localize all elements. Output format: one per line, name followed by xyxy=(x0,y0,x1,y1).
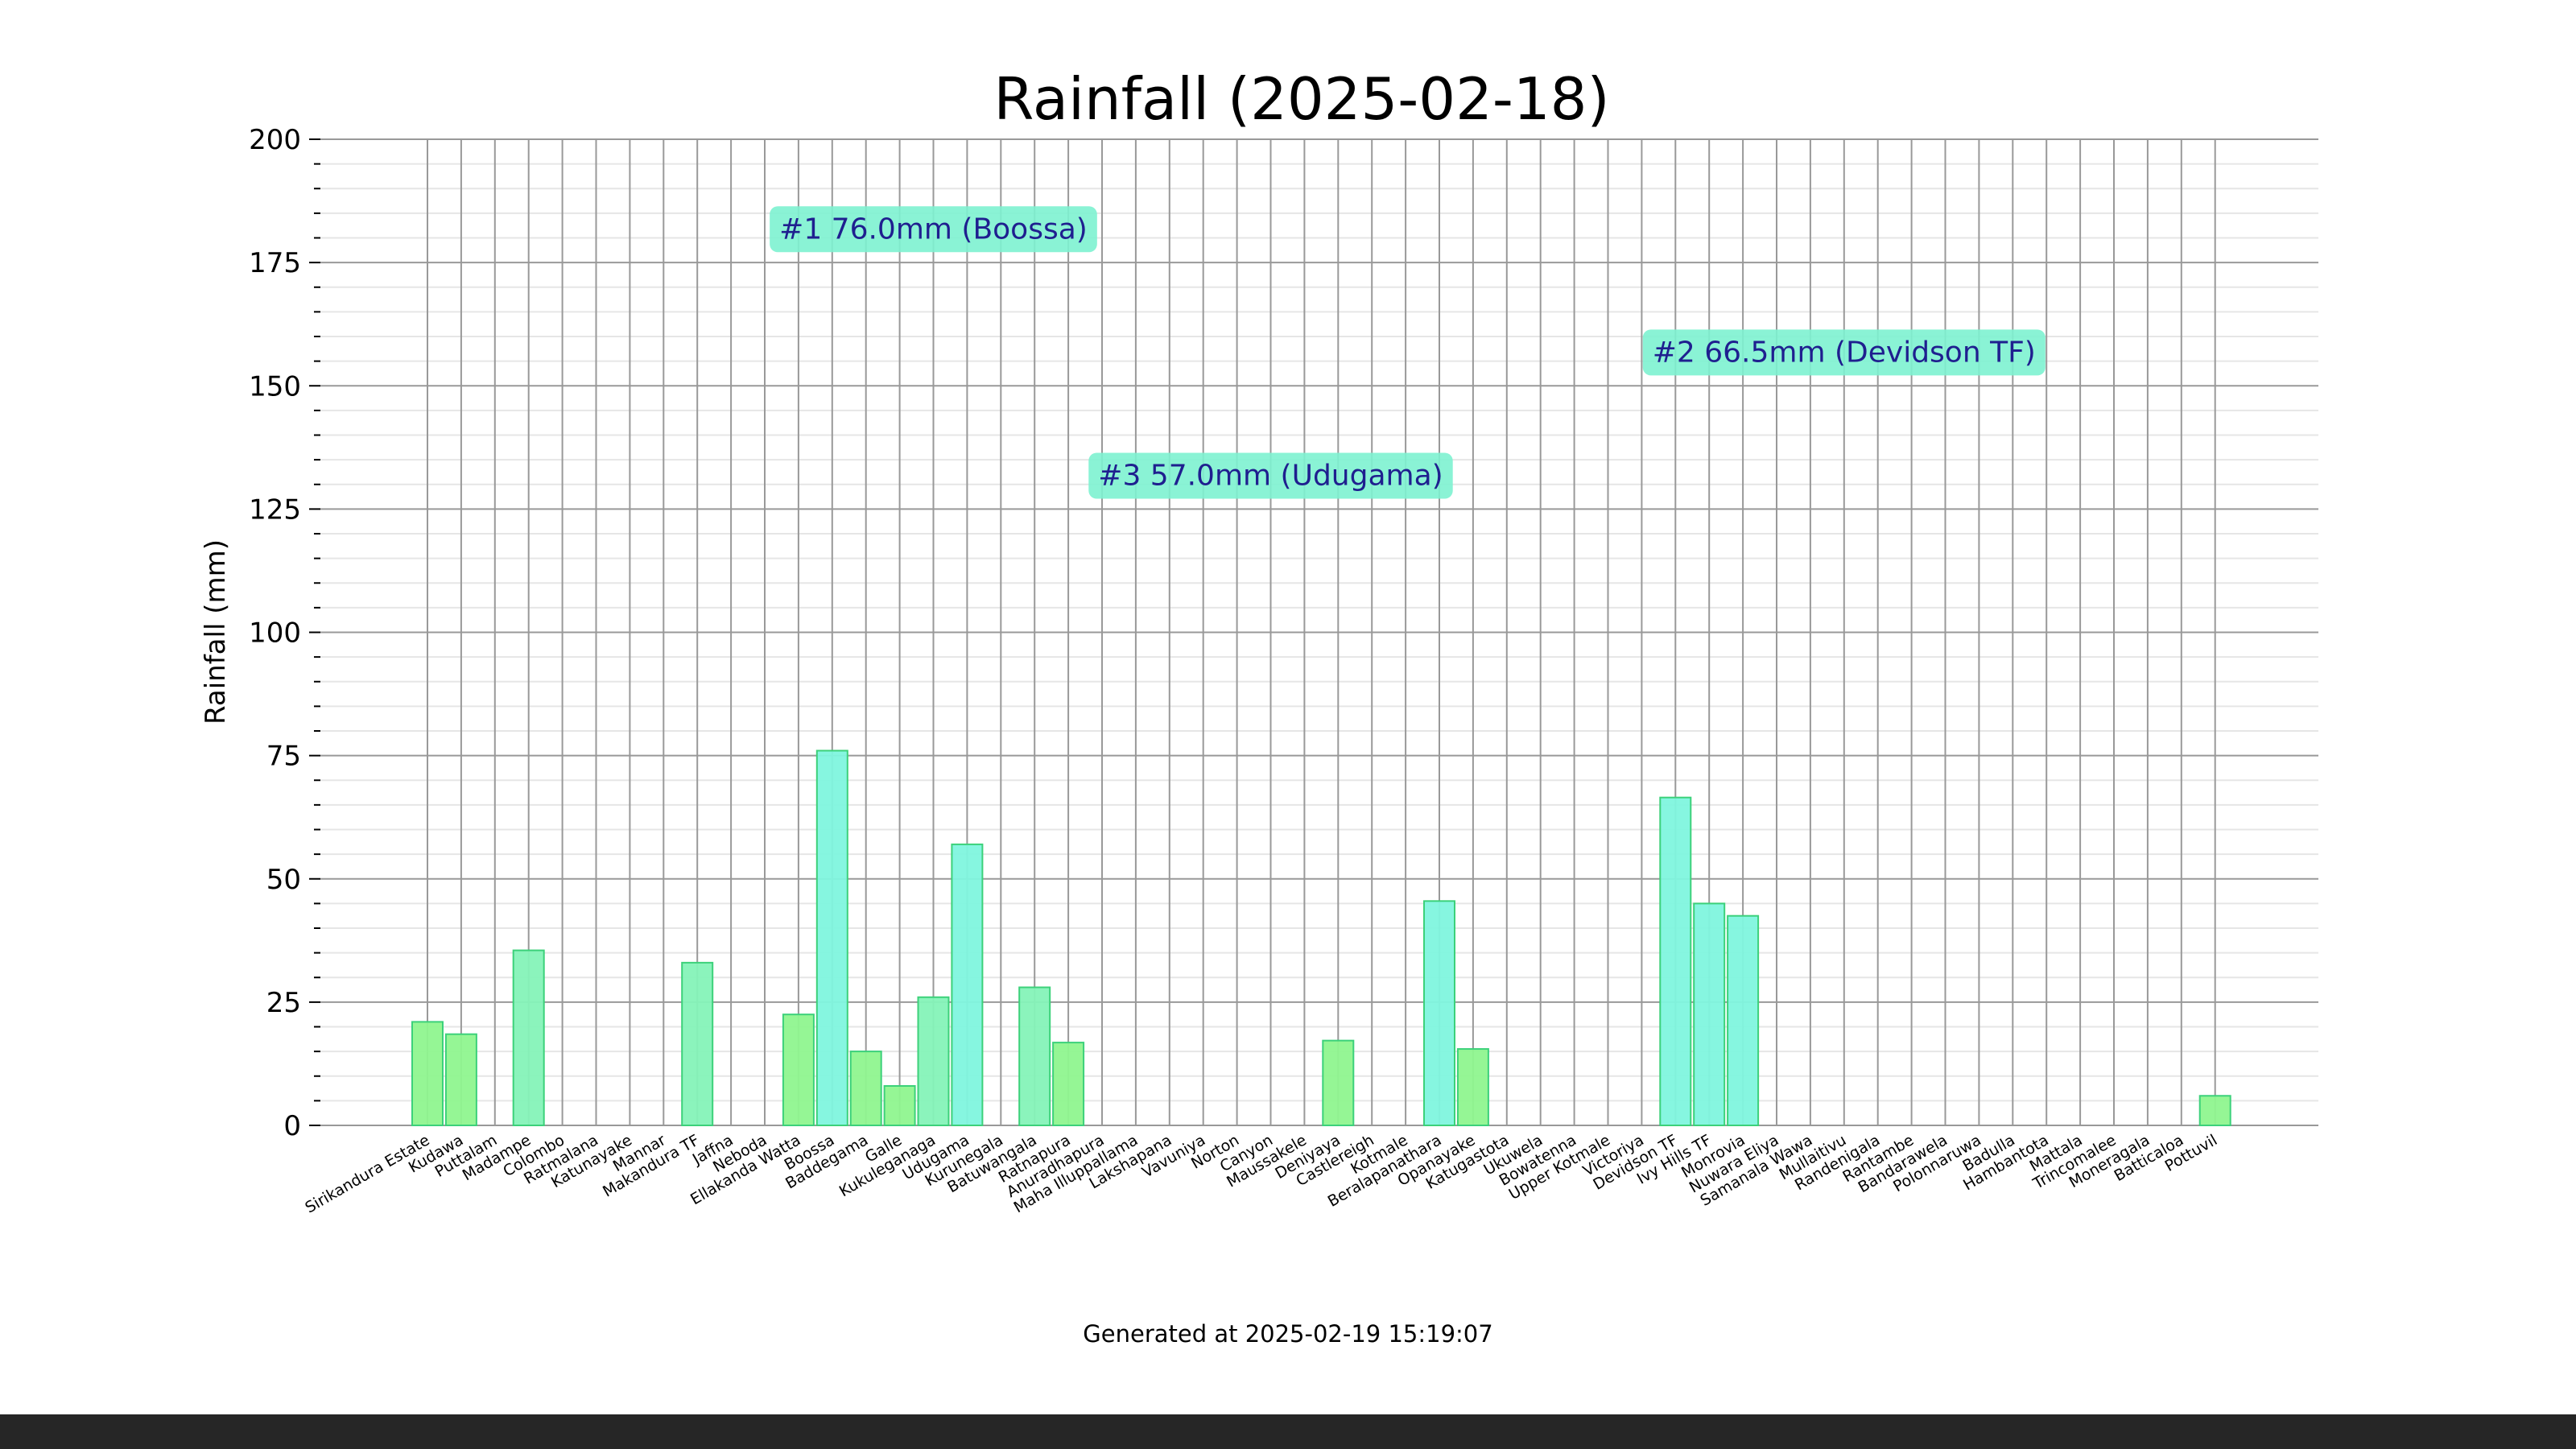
bar-kukuleganaga xyxy=(917,996,950,1126)
bar-pottuvil xyxy=(2198,1095,2231,1126)
y-tick-label: 125 xyxy=(249,493,301,526)
bottom-bar xyxy=(0,1414,2576,1449)
bar-ivy-hills-tf xyxy=(1693,902,1726,1126)
y-tick-label: 0 xyxy=(283,1110,301,1142)
bar-galle xyxy=(883,1085,916,1126)
y-tick-label: 175 xyxy=(249,247,301,279)
chart-title: Rainfall (2025-02-18) xyxy=(993,65,1609,133)
bar-madampe xyxy=(512,949,545,1126)
y-tick-label: 100 xyxy=(249,617,301,650)
annotation-2: #2 66.5mm (Devidson TF) xyxy=(1642,329,2046,376)
bar-monrovia xyxy=(1727,914,1760,1126)
bar-kudawa xyxy=(444,1033,477,1126)
bar-baddegama xyxy=(849,1051,882,1126)
y-tick-label: 200 xyxy=(249,124,301,156)
y-tick-label: 75 xyxy=(266,741,301,773)
annotation-text: #1 76.0mm (Boossa) xyxy=(779,213,1088,246)
annotation-text: #3 57.0mm (Udugama) xyxy=(1098,460,1443,493)
bar-beralapanathara xyxy=(1423,900,1455,1126)
bar-batuwangala xyxy=(1018,986,1051,1126)
bar-devidson-tf xyxy=(1659,796,1692,1126)
generated-timestamp: Generated at 2025-02-19 15:19:07 xyxy=(1083,1320,1492,1348)
y-tick-label: 150 xyxy=(249,370,301,402)
annotation-text: #2 66.5mm (Devidson TF) xyxy=(1653,336,2036,369)
bar-opanayake xyxy=(1456,1048,1489,1126)
bar-ratnapura xyxy=(1052,1042,1085,1126)
annotation-box xyxy=(1642,329,2046,376)
grid xyxy=(320,138,2318,1126)
bar-makandura-tf xyxy=(681,961,714,1126)
bar-deniyaya xyxy=(1322,1039,1355,1127)
annotation-box xyxy=(1088,452,1453,499)
bar-ellakanda-watta xyxy=(782,1013,815,1126)
annotation-3: #3 57.0mm (Udugama) xyxy=(1088,452,1453,499)
bar-sirikandura-estate xyxy=(411,1021,444,1126)
annotations: #1 76.0mm (Boossa) #2 66.5mm (Devidson TF… xyxy=(770,206,2046,499)
bar-boossa xyxy=(815,749,848,1126)
bars xyxy=(411,749,2231,1127)
y-tick-label: 50 xyxy=(266,864,301,896)
bar-udugama xyxy=(951,843,984,1126)
y-tick-label: 25 xyxy=(266,987,301,1019)
annotation-box xyxy=(770,206,1097,253)
annotation-1: #1 76.0mm (Boossa) xyxy=(770,206,1097,253)
y-axis-label: Rainfall (mm) xyxy=(200,539,232,724)
